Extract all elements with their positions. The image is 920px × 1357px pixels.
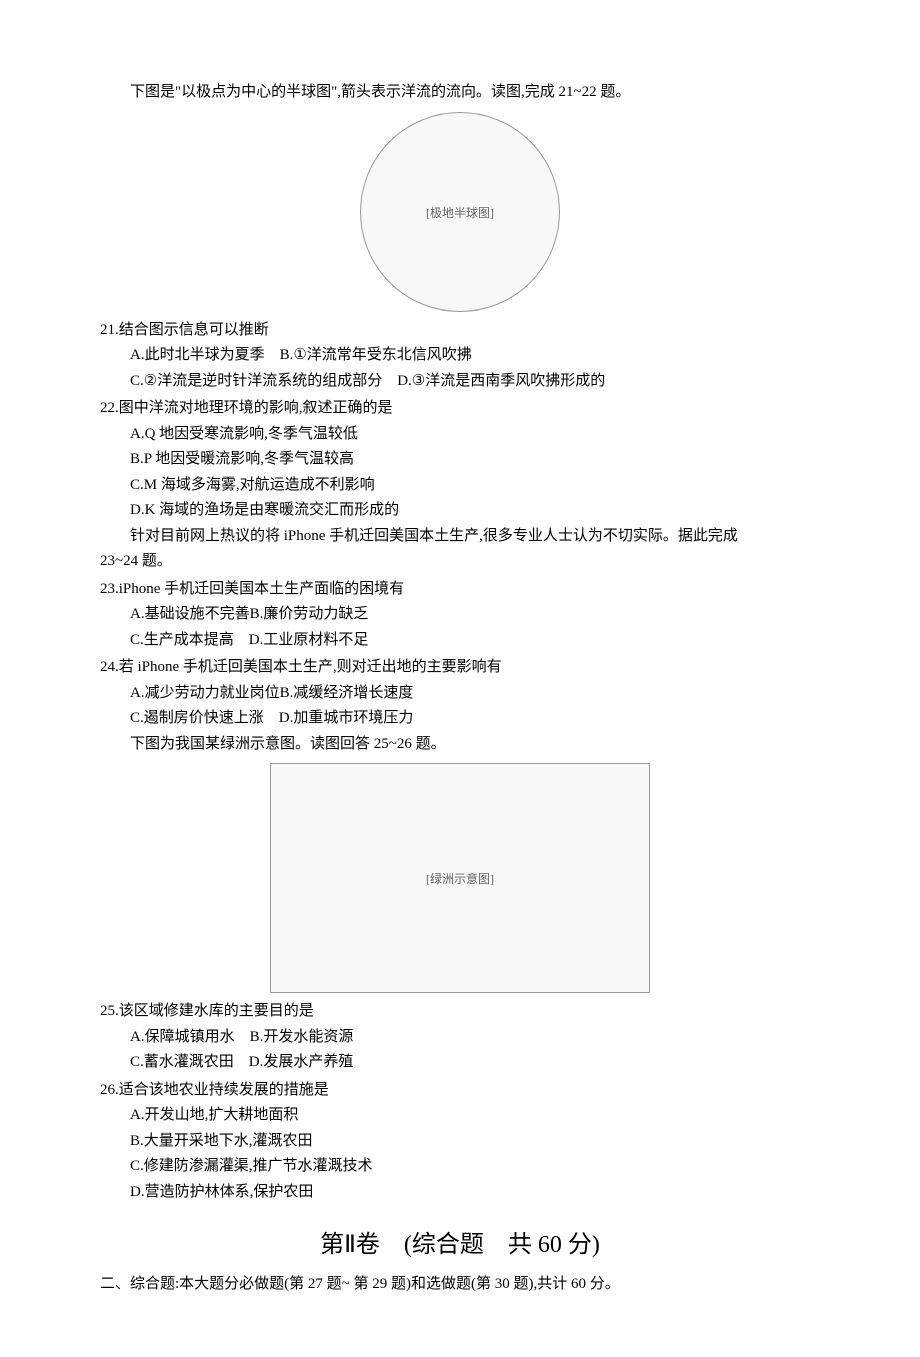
q26-stem: 26.适合该地农业持续发展的措施是	[100, 1078, 820, 1104]
q24-stem: 24.若 iPhone 手机迁回美国本土生产,则对迁出地的主要影响有	[100, 655, 820, 681]
q22-option-b: B.P 地因受暖流影响,冬季气温较高	[100, 447, 820, 473]
q22-option-c: C.M 海域多海雾,对航运造成不利影响	[100, 473, 820, 499]
q26-option-b: B.大量开采地下水,灌溉农田	[100, 1129, 820, 1155]
intro-21-22: 下图是"以极点为中心的半球图",箭头表示洋流的流向。读图,完成 21~22 题。	[100, 80, 820, 106]
q21-stem: 21.结合图示信息可以推断	[100, 318, 820, 344]
q23-stem: 23.iPhone 手机迁回美国本土生产面临的困境有	[100, 577, 820, 603]
q21-options-line1: A.此时北半球为夏季 B.①洋流常年受东北信风吹拂	[100, 343, 820, 369]
q24-options-line1: A.减少劳动力就业岗位B.减缓经济增长速度	[100, 681, 820, 707]
intro-25-26: 下图为我国某绿洲示意图。读图回答 25~26 题。	[100, 732, 820, 758]
q22-option-d: D.K 海域的渔场是由寒暖流交汇而形成的	[100, 498, 820, 524]
oasis-map-figure: [绿洲示意图]	[270, 763, 650, 993]
q24-options-line2: C.遏制房价快速上涨 D.加重城市环境压力	[100, 706, 820, 732]
figure-2-container: [绿洲示意图]	[100, 763, 820, 993]
intro-23-24-line2: 23~24 题。	[100, 549, 820, 575]
q23-options-line2: C.生产成本提高 D.工业原材料不足	[100, 628, 820, 654]
figure-1-container: [极地半球图]	[100, 112, 820, 312]
section-2-title: 第Ⅱ卷 (综合题 共 60 分)	[100, 1225, 820, 1266]
q21-options-line2: C.②洋流是逆时针洋流系统的组成部分 D.③洋流是西南季风吹拂形成的	[100, 369, 820, 395]
q23-options-line1: A.基础设施不完善B.廉价劳动力缺乏	[100, 602, 820, 628]
intro-23-24-line1: 针对目前网上热议的将 iPhone 手机迁回美国本土生产,很多专业人士认为不切实…	[100, 524, 820, 550]
q22-stem: 22.图中洋流对地理环境的影响,叙述正确的是	[100, 396, 820, 422]
polar-hemisphere-figure: [极地半球图]	[360, 112, 560, 312]
q25-options-line1: A.保障城镇用水 B.开发水能资源	[100, 1025, 820, 1051]
q22-option-a: A.Q 地因受寒流影响,冬季气温较低	[100, 422, 820, 448]
q26-option-a: A.开发山地,扩大耕地面积	[100, 1103, 820, 1129]
q25-options-line2: C.蓄水灌溉农田 D.发展水产养殖	[100, 1050, 820, 1076]
q25-stem: 25.该区域修建水库的主要目的是	[100, 999, 820, 1025]
q26-option-d: D.营造防护林体系,保护农田	[100, 1180, 820, 1206]
q26-option-c: C.修建防渗漏灌渠,推广节水灌溉技术	[100, 1154, 820, 1180]
section-2-desc: 二、综合题:本大题分必做题(第 27 题~ 第 29 题)和选做题(第 30 题…	[100, 1272, 820, 1298]
